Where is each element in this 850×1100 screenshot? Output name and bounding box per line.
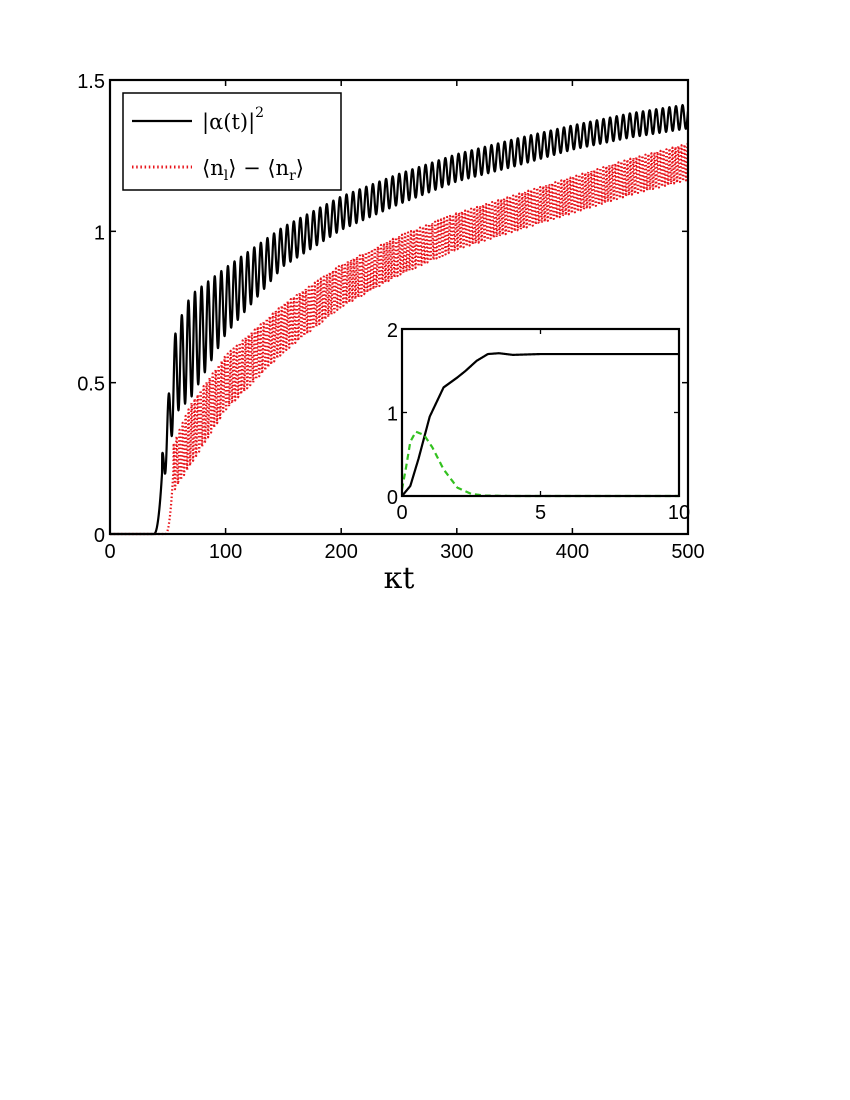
x-tick-label: 500 — [671, 541, 704, 563]
series-alpha-squared-line — [109, 103, 690, 536]
y-tick-label: 1 — [94, 222, 105, 244]
legend: |α(t)|2 ⟨nl⟩ − ⟨nr⟩ — [122, 92, 342, 191]
legend-label-series-1-sup: 2 — [255, 105, 264, 121]
legend-label-series-2: ⟨nl⟩ − ⟨nr⟩ — [202, 156, 304, 184]
x-tick-label: 200 — [325, 541, 358, 563]
inset-y-tick-label: 1 — [387, 404, 398, 426]
main-series-group — [109, 103, 690, 536]
inset-chart: 0 5 10 0 1 2 — [387, 320, 690, 524]
x-tick-label: 0 — [104, 541, 115, 563]
main-ticks — [109, 79, 689, 535]
x-tick-label: 100 — [209, 541, 242, 563]
inset-x-tick-label: 5 — [535, 502, 546, 524]
legend-label-series-2-part2: ⟩ − ⟨n — [228, 156, 289, 180]
inset-series-solid-line — [401, 352, 680, 497]
inset-background — [402, 329, 679, 496]
legend-label-series-1-main: |α(t)| — [202, 110, 255, 135]
y-tick-label: 1.5 — [77, 71, 105, 93]
x-tick-label: 400 — [556, 541, 589, 563]
legend-box — [122, 92, 342, 191]
inset-y-tick-label: 2 — [387, 320, 398, 342]
inset-ticks — [401, 328, 680, 497]
inset-x-tick-label: 10 — [668, 502, 690, 524]
inset-x-tick-label: 0 — [396, 502, 407, 524]
legend-label-series-1: |α(t)|2 — [202, 105, 264, 135]
inset-tick-labels: 0 5 10 0 1 2 — [387, 320, 690, 524]
y-tick-label: 0 — [94, 525, 105, 547]
series-nl-minus-nr-line — [109, 142, 690, 536]
legend-label-series-2-part1: ⟨n — [202, 156, 224, 180]
x-tick-label: 300 — [440, 541, 473, 563]
x-axis-label: κt — [384, 561, 415, 596]
legend-label-series-2-sub1: l — [224, 168, 229, 184]
inset-y-tick-label: 0 — [387, 487, 398, 509]
y-tick-label: 0.5 — [77, 374, 105, 396]
legend-label-series-2-sub2: r — [289, 168, 296, 184]
legend-label-series-2-part3: ⟩ — [296, 156, 304, 180]
main-plot-frame — [108, 78, 690, 536]
